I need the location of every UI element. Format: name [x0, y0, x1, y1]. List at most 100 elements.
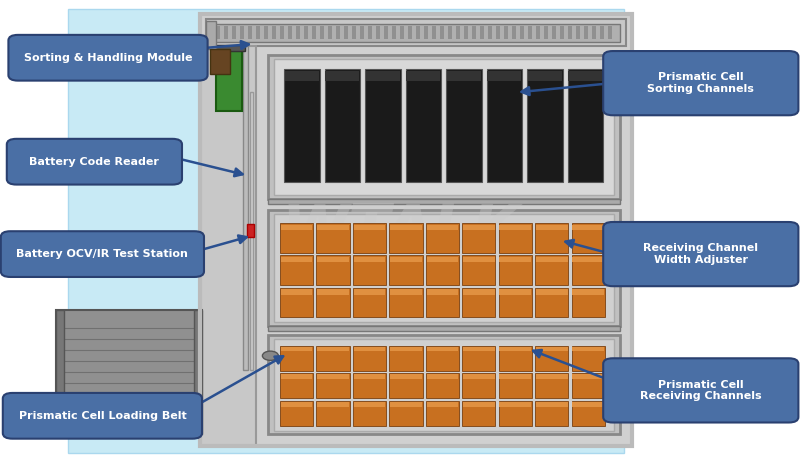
Bar — [216, 51, 242, 111]
Bar — [250, 92, 253, 370]
Bar — [536, 346, 567, 351]
Bar — [390, 288, 422, 317]
Bar — [499, 257, 531, 262]
Bar — [317, 346, 350, 371]
Bar — [264, 26, 268, 39]
Bar — [243, 46, 248, 370]
Bar — [384, 26, 388, 39]
Bar — [232, 26, 236, 39]
Bar — [528, 26, 532, 39]
Bar — [462, 255, 495, 285]
Bar — [463, 374, 494, 379]
Bar — [280, 26, 284, 39]
Bar — [535, 223, 568, 253]
Bar — [498, 346, 532, 371]
Bar — [535, 401, 568, 426]
Bar — [462, 346, 495, 371]
Bar — [354, 402, 386, 407]
Bar — [296, 26, 300, 39]
Bar — [366, 71, 400, 81]
Bar — [354, 374, 386, 379]
Bar — [463, 225, 494, 230]
Bar — [426, 373, 459, 398]
Bar — [256, 26, 260, 39]
Bar — [499, 289, 531, 295]
Bar — [353, 373, 386, 398]
Bar — [268, 210, 620, 326]
Bar — [354, 346, 386, 351]
Bar — [448, 26, 452, 39]
Bar — [318, 374, 349, 379]
Text: Prismatic Cell
Receiving Channels: Prismatic Cell Receiving Channels — [640, 380, 762, 401]
Bar — [462, 288, 495, 317]
Bar — [224, 26, 228, 39]
Bar — [317, 373, 350, 398]
Bar — [365, 69, 401, 182]
Bar — [608, 26, 612, 39]
Bar — [194, 310, 202, 434]
Bar — [426, 288, 459, 317]
Bar — [353, 223, 386, 253]
Text: Sorting & Handling Module: Sorting & Handling Module — [24, 53, 192, 63]
Bar — [536, 289, 567, 295]
Bar — [446, 69, 482, 182]
Bar — [571, 346, 605, 371]
Bar — [406, 69, 442, 182]
Bar — [463, 402, 494, 407]
Bar — [206, 19, 626, 46]
Bar — [281, 257, 313, 262]
FancyBboxPatch shape — [603, 222, 798, 286]
Bar — [281, 289, 313, 295]
Bar — [320, 26, 324, 39]
Circle shape — [621, 244, 634, 251]
Bar — [281, 346, 313, 351]
Bar — [463, 257, 494, 262]
Bar — [571, 255, 605, 285]
Bar — [326, 71, 359, 81]
Bar — [304, 26, 308, 39]
Bar — [486, 69, 522, 182]
Bar — [281, 225, 313, 230]
Bar — [499, 346, 531, 351]
Text: Receiving Channel
Width Adjuster: Receiving Channel Width Adjuster — [643, 243, 758, 265]
Bar — [571, 288, 605, 317]
Bar — [352, 26, 356, 39]
Bar — [600, 26, 604, 39]
Bar — [472, 26, 476, 39]
Bar — [462, 401, 495, 426]
FancyBboxPatch shape — [603, 359, 798, 422]
Bar — [268, 335, 620, 434]
Bar — [572, 346, 604, 351]
Bar — [210, 49, 230, 74]
Bar — [426, 225, 458, 230]
Bar — [535, 346, 568, 371]
Bar — [446, 71, 481, 81]
Bar — [504, 26, 508, 39]
Bar — [390, 401, 422, 426]
Bar — [68, 9, 624, 453]
FancyBboxPatch shape — [2, 393, 202, 439]
Bar — [353, 288, 386, 317]
Bar — [280, 288, 314, 317]
Bar — [317, 401, 350, 426]
Bar — [424, 26, 428, 39]
Bar — [285, 71, 319, 81]
Bar — [317, 255, 350, 285]
Bar — [280, 255, 314, 285]
FancyBboxPatch shape — [6, 139, 182, 184]
Bar — [280, 373, 314, 398]
Bar — [499, 402, 531, 407]
Bar — [281, 402, 313, 407]
Bar — [390, 346, 422, 351]
Bar — [499, 225, 531, 230]
FancyBboxPatch shape — [1, 231, 204, 277]
Bar — [406, 71, 440, 81]
Bar — [440, 26, 444, 39]
Bar — [528, 71, 562, 81]
Bar — [535, 288, 568, 317]
Bar — [268, 199, 620, 204]
Bar — [368, 26, 372, 39]
Bar — [328, 26, 332, 39]
Bar — [498, 288, 532, 317]
Bar — [318, 257, 349, 262]
